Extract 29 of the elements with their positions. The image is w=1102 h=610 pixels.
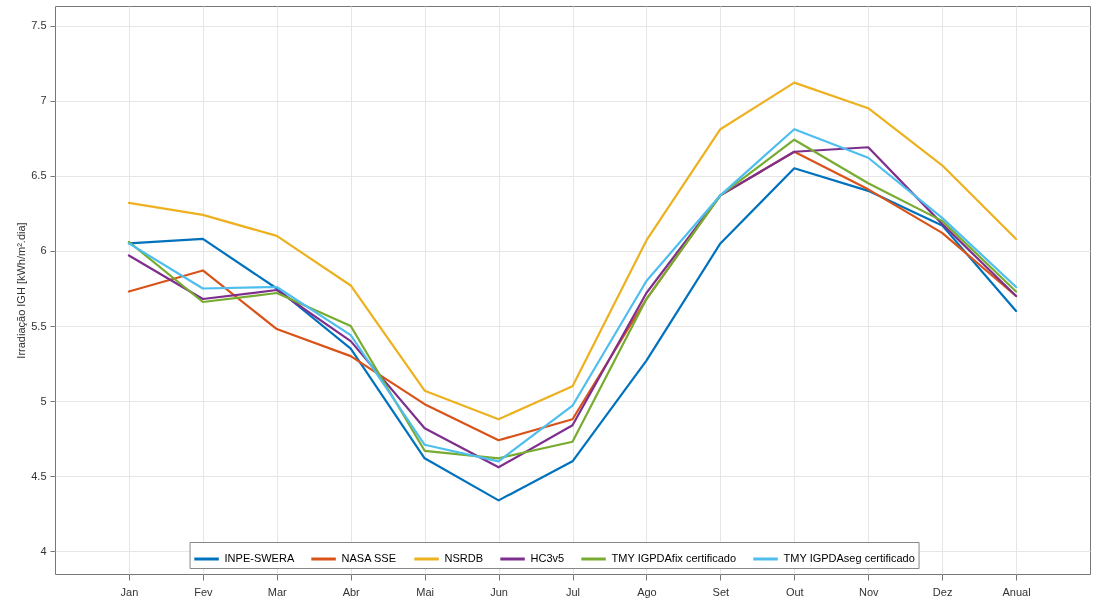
y-tick-label: 6 (40, 244, 47, 257)
x-tick-label: Jan (120, 585, 139, 598)
x-tick-label: Out (785, 585, 804, 598)
x-tick-label: Mai (416, 585, 435, 598)
x-tick-label: Anual (1002, 585, 1031, 598)
line-series (127, 81, 1018, 421)
x-tick-label: Jul (565, 585, 581, 598)
legend-label: INPE-SWERA (224, 552, 295, 564)
y-tick-label: 6.5 (31, 169, 47, 182)
y-tick-label: 7 (40, 94, 47, 107)
x-tick-label: Dez (932, 585, 953, 598)
x-tick-label: Mar (267, 585, 288, 598)
legend-label: NSRDB (444, 552, 484, 564)
y-tick-label: 7.5 (31, 19, 47, 32)
legend-label: NASA SSE (341, 552, 396, 564)
legend-label: HC3v5 (530, 552, 565, 564)
x-tick-label: Nov (858, 585, 879, 598)
x-tick-label: Abr (342, 585, 361, 598)
y-tick-label: 4.5 (31, 469, 47, 482)
y-tick-label: 5.5 (31, 319, 47, 332)
x-tick-label: Set (712, 585, 730, 598)
legend-label: TMY IGPDAfix certificado (611, 552, 737, 564)
legend-label: TMY IGPDAseg certificado (783, 552, 915, 564)
y-tick-label: 4 (40, 544, 47, 557)
y-axis-title: Irradiação IGH [kWh/m².dia] (15, 222, 28, 359)
x-tick-label: Fev (194, 585, 214, 598)
x-tick-label: Jun (490, 585, 508, 598)
y-tick-label: 5 (40, 394, 47, 407)
x-tick-label: Ago (637, 585, 657, 598)
